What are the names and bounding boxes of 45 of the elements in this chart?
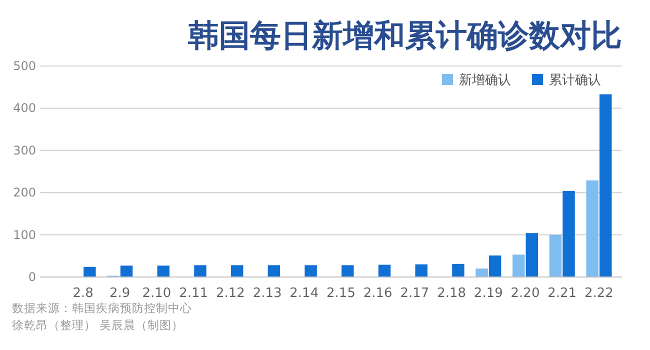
y-tick-label: 400 [13,101,36,116]
bar [586,180,598,277]
x-tick-label: 2.10 [142,286,172,301]
x-tick-label: 2.8 [72,286,94,301]
x-tick-label: 2.19 [474,286,503,301]
bar [512,254,525,277]
legend-label: 新增确认 [459,73,511,88]
bar [304,265,317,277]
x-tick-label: 2.13 [252,286,282,301]
bar [488,255,502,277]
bar [378,264,391,277]
bar [342,265,354,277]
y-tick-label: 200 [13,186,36,200]
bar [526,233,538,277]
bar [120,266,133,277]
bar [84,266,96,277]
x-tick-label: 2.18 [437,286,466,301]
source-note: 数据来源：韩国疾病预防控制中心 [12,301,192,315]
x-tick-label: 2.16 [363,286,392,301]
x-tick-label: 2.21 [548,286,577,301]
bar [194,265,206,277]
bar [157,266,170,277]
bar [549,234,562,277]
x-tick-label: 2.20 [510,286,540,301]
text: 徐乾昂（整理） 吴辰晨（制图） [12,318,184,332]
y-tick-label: 300 [13,143,36,158]
y-tick-label: 0 [28,270,36,284]
chart-title: 韩国每日新增和累计确诊数对比 [187,18,622,54]
bar [230,265,244,277]
y-tick-label: 500 [13,59,36,73]
x-tick-label: 2.17 [400,286,430,301]
x-tick-label: 2.14 [290,286,319,301]
x-tick-label: 2.22 [584,286,614,301]
x-tick-label: 2.9 [110,286,130,301]
bar [600,94,612,277]
x-tick-label: 2.11 [179,286,208,301]
bar [452,264,464,277]
x-tick-label: 2.12 [216,286,245,301]
bar [476,268,488,277]
bar [268,265,280,277]
x-tick-label: 2.15 [326,286,356,301]
y-tick-label: 100 [13,228,36,242]
bar [562,190,575,277]
bar [415,264,428,277]
legend-label: 累计确认 [549,73,601,88]
